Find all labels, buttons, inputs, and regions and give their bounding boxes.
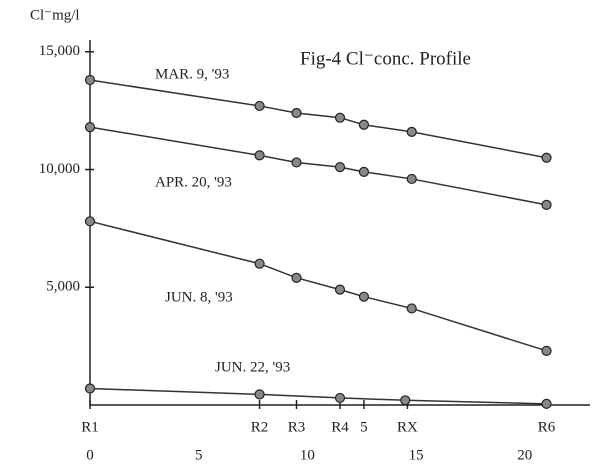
data-point <box>541 345 552 356</box>
data-point <box>406 126 417 137</box>
data-point <box>254 150 265 161</box>
y-tick-label: 5,000 <box>46 279 80 295</box>
station-label: R1 <box>81 419 99 435</box>
series-line <box>89 79 547 159</box>
data-point <box>254 258 265 269</box>
data-point <box>541 199 552 210</box>
x-tick-label: 20 <box>517 447 532 463</box>
y-tick-label: 10,000 <box>39 161 80 177</box>
data-point <box>84 122 96 133</box>
data-point <box>358 291 370 302</box>
series-line <box>89 126 547 206</box>
data-point <box>406 303 417 314</box>
station-label: R2 <box>251 419 269 435</box>
data-point <box>84 74 96 86</box>
data-point <box>358 119 370 130</box>
series-label: APR. 20, '93 <box>155 174 232 190</box>
data-point <box>291 272 302 283</box>
data-point <box>400 395 411 406</box>
data-point <box>254 100 265 112</box>
data-point <box>84 216 96 227</box>
series-label: JUN. 8, '93 <box>165 289 233 305</box>
x-tick-label: 5 <box>195 447 203 463</box>
station-label: R3 <box>288 419 306 435</box>
station-label: RX <box>397 419 418 435</box>
data-point <box>334 392 346 404</box>
y-axis-label: Cl⁻mg/l <box>30 7 80 23</box>
data-point <box>84 383 96 394</box>
data-point <box>291 157 302 168</box>
data-point <box>541 152 552 163</box>
data-point <box>334 112 346 123</box>
series-line <box>89 220 547 352</box>
data-point <box>358 166 370 177</box>
station-label: R6 <box>538 419 556 435</box>
series-label: MAR. 9, '93 <box>155 66 229 82</box>
data-point <box>254 389 265 400</box>
series-line <box>89 387 547 405</box>
station-label: R4 <box>331 419 349 435</box>
y-tick-label: 15,000 <box>39 43 80 59</box>
x-tick-label: 0 <box>86 447 94 463</box>
data-point <box>334 284 346 295</box>
data-point <box>334 162 346 173</box>
station-label: 5 <box>360 419 368 435</box>
x-tick-label: 10 <box>300 447 315 463</box>
series-label: JUN. 22, '93 <box>215 359 290 375</box>
data-point <box>541 398 552 409</box>
x-tick-label: 15 <box>409 447 424 463</box>
data-point <box>291 107 302 119</box>
data-point <box>406 173 417 185</box>
chart-title: Fig-4 Cl⁻conc. Profile <box>300 48 471 69</box>
